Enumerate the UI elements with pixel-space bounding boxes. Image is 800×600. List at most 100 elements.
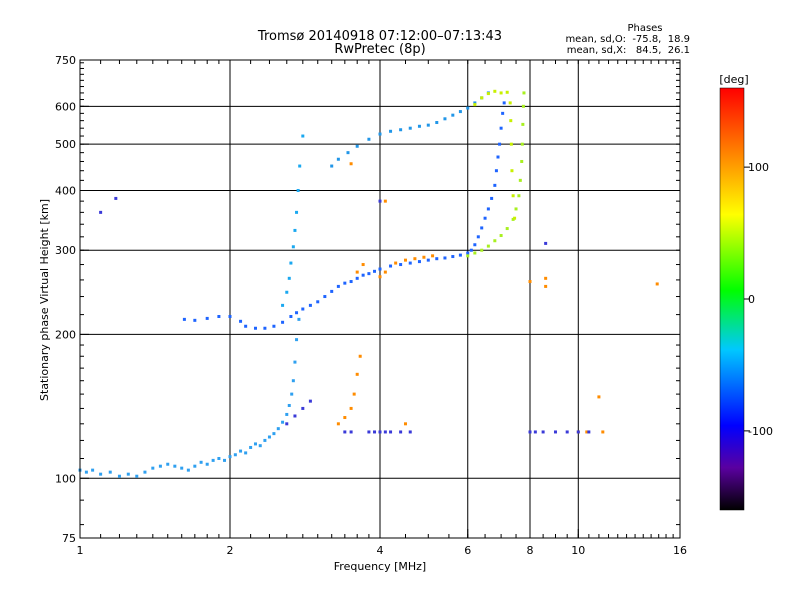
x-tick-label: 1 — [77, 544, 84, 557]
data-point — [228, 455, 232, 459]
data-point — [193, 464, 197, 468]
data-point — [253, 442, 257, 446]
data-point — [336, 157, 340, 161]
x-tick-label: 6 — [464, 544, 471, 557]
data-point — [244, 451, 248, 455]
data-point — [117, 474, 121, 478]
data-point — [451, 255, 455, 259]
data-point — [458, 110, 462, 114]
data-point — [258, 444, 262, 448]
data-point — [389, 129, 393, 133]
colorbar — [719, 87, 745, 511]
data-point — [458, 253, 462, 257]
data-point — [476, 235, 480, 239]
data-point — [301, 406, 305, 410]
data-point — [205, 316, 209, 320]
y-tick-label: 600 — [55, 100, 76, 113]
colorbar-tick-label: 100 — [748, 161, 769, 174]
data-point — [499, 126, 503, 130]
data-point — [509, 142, 513, 146]
data-point — [367, 137, 371, 141]
data-point — [493, 89, 497, 93]
data-point — [349, 162, 353, 166]
data-point — [186, 468, 190, 472]
data-point — [486, 92, 490, 96]
data-point — [91, 468, 95, 472]
data-point — [301, 134, 305, 138]
data-point — [601, 430, 605, 434]
data-point — [199, 460, 203, 464]
data-point — [205, 462, 209, 466]
data-point — [367, 272, 371, 276]
data-point — [383, 270, 387, 274]
data-point — [180, 466, 184, 470]
data-point — [655, 282, 659, 286]
data-point — [244, 324, 248, 328]
data-point — [505, 90, 509, 94]
data-point — [486, 244, 490, 248]
data-point — [289, 261, 293, 265]
data-point — [514, 207, 518, 211]
data-point — [378, 430, 382, 434]
data-point — [316, 300, 320, 304]
data-point — [528, 430, 532, 434]
data-point — [528, 280, 532, 284]
y-axis-ticks: 75 100 200 300 400 500 600 750 — [55, 54, 680, 545]
data-point — [308, 399, 312, 403]
phase-stats-x: mean, sd,X: 84.5, 26.1 — [567, 45, 690, 56]
data-point — [483, 216, 487, 220]
data-point — [285, 422, 289, 426]
y-tick-label: 75 — [62, 532, 76, 545]
y-tick-label: 200 — [55, 328, 76, 341]
data-point — [346, 151, 350, 155]
data-point — [249, 445, 253, 449]
y-tick-label: 400 — [55, 184, 76, 197]
y-tick-label: 750 — [55, 54, 76, 67]
data-point — [323, 295, 327, 299]
data-point — [263, 326, 267, 330]
x-tick-label: 8 — [527, 544, 534, 557]
data-point — [361, 273, 365, 277]
colorbar-label: [deg] — [719, 73, 748, 86]
data-point — [435, 257, 439, 261]
data-point — [126, 472, 130, 476]
data-point — [211, 458, 215, 462]
data-point — [336, 284, 340, 288]
data-point — [597, 395, 601, 399]
data-point — [301, 307, 305, 311]
data-point — [443, 256, 447, 260]
data-point — [498, 142, 502, 146]
data-point — [228, 314, 232, 318]
data-point — [287, 403, 291, 407]
data-point — [291, 379, 295, 383]
data-point — [587, 430, 591, 434]
data-point — [553, 430, 557, 434]
data-point — [435, 121, 439, 125]
data-point — [496, 155, 500, 159]
data-point — [99, 472, 103, 476]
data-point — [378, 267, 382, 271]
data-point — [378, 132, 382, 136]
data-point — [287, 276, 291, 280]
data-point — [355, 144, 359, 148]
data-point — [501, 111, 505, 115]
data-point — [480, 226, 484, 230]
data-point — [217, 314, 221, 318]
data-point — [493, 239, 497, 243]
data-point — [544, 241, 548, 245]
data-point — [505, 227, 509, 231]
data-point — [293, 360, 297, 364]
data-point — [494, 169, 498, 173]
data-point — [281, 303, 285, 307]
data-point — [394, 261, 398, 265]
data-point — [473, 251, 477, 255]
data-point — [399, 430, 403, 434]
chart-subtitle: RwPretec (8p) — [334, 42, 425, 57]
data-point — [343, 430, 347, 434]
data-point — [233, 453, 237, 457]
data-point — [295, 311, 299, 315]
grid-lines — [80, 60, 680, 538]
data-point — [290, 392, 294, 396]
data-point — [533, 430, 537, 434]
y-tick-label: 300 — [55, 244, 76, 257]
